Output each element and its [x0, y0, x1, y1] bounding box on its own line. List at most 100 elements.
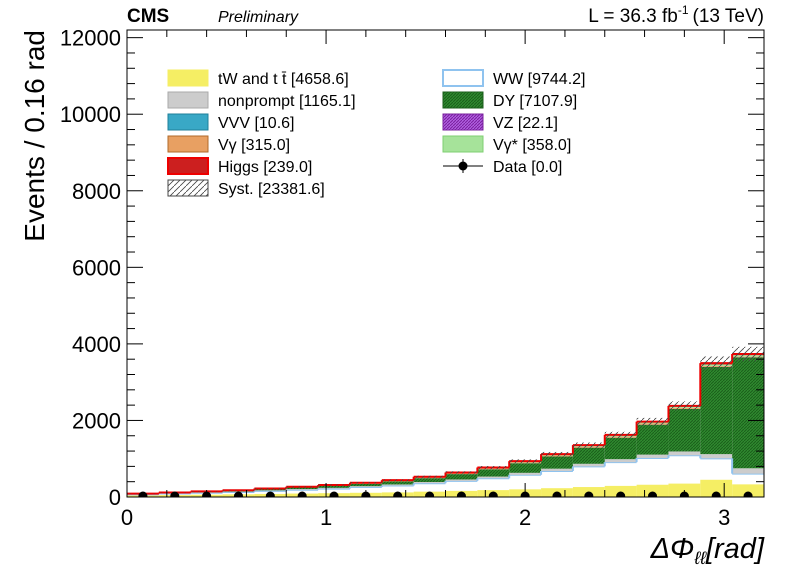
legend-item-data: Data [0.0]: [443, 159, 562, 176]
syst-bin-11: [477, 466, 510, 469]
bin-nonprompt-18: [700, 454, 733, 459]
syst-bin-19: [732, 346, 764, 362]
data-point-6: [329, 491, 339, 497]
series-dy: [127, 357, 764, 495]
y-axis-title: Events / 0.16 rad: [19, 30, 50, 242]
bin-dy-13: [541, 456, 573, 469]
bin-nonprompt-7: [349, 486, 382, 488]
data-point-8: [393, 491, 403, 497]
bin-nonprompt-15: [604, 459, 637, 463]
data-point-3: [233, 491, 243, 497]
syst-bin-13: [541, 451, 573, 457]
y-tick-label: 8000: [72, 179, 121, 204]
bin-nonprompt-12: [509, 472, 542, 475]
legend-item-vz: VZ [22.1]: [442, 113, 558, 132]
bin-dy-4: [254, 489, 287, 491]
syst-bin-4: [254, 488, 287, 489]
bin-nonprompt-11: [477, 476, 510, 479]
bin-nonprompt-16: [636, 454, 669, 458]
legend-item-syst: Syst. [23381.6]: [167, 179, 325, 198]
x-axis-title-sub: ℓℓ: [693, 548, 707, 568]
legend-label-higgs: Higgs [239.0]: [218, 159, 312, 176]
bin-dy-15: [604, 437, 637, 460]
legend-label-ww: WW [9744.2]: [493, 71, 585, 88]
x-tick-label: 1: [320, 505, 332, 530]
legend-label-vgs: Vγ* [358.0]: [493, 137, 571, 154]
x-tick-label: 3: [718, 505, 730, 530]
data-point-14: [584, 491, 594, 497]
y-tick-label: 4000: [72, 332, 121, 357]
y-tick-label: 12000: [60, 26, 121, 51]
axes-layer: 0 2000 4000 6000 8000 10000 12000 0 1 2 3: [60, 26, 765, 530]
legend-label-vvv: VVV [10.6]: [218, 115, 295, 132]
syst-bin-12: [509, 459, 542, 463]
legend-item-dy: DY [7107.9]: [442, 91, 577, 110]
legend-swatch-vz: [442, 113, 484, 131]
bin-nonprompt-5: [286, 489, 319, 490]
y-tick-label: 6000: [72, 255, 121, 280]
bin-top-15: [604, 485, 637, 497]
syst-bin-17: [668, 401, 701, 411]
legend-swatch-syst: [167, 179, 209, 197]
legend-item-vgs: Vγ* [358.0]: [442, 135, 571, 154]
legend: tW and t t̄ [4658.6] nonprompt [1165.1] VV…: [167, 69, 585, 198]
data-point-0: [138, 491, 148, 497]
legend-swatch-vgs: [442, 135, 484, 153]
y-tick-label: 10000: [60, 102, 121, 127]
x-tick-label: 2: [519, 505, 531, 530]
data-point-10: [456, 491, 466, 497]
legend-swatch-higgs: [167, 157, 209, 175]
y-tick-label: 2000: [72, 408, 121, 433]
legend-item-vvv: VVV [10.6]: [167, 113, 295, 132]
legend-item-top: tW and t t̄ [4658.6]: [167, 69, 349, 88]
syst-bin-15: [604, 431, 637, 438]
lumi-sup: -1: [678, 3, 689, 17]
legend-swatch-top: [167, 69, 209, 87]
bin-nonprompt-6: [318, 487, 350, 489]
legend-swatch-data-dot: [458, 161, 468, 171]
bin-dy-10: [445, 474, 478, 480]
bin-dy-12: [509, 463, 542, 473]
bin-nonprompt-13: [541, 468, 573, 471]
experiment-label: CMS: [127, 6, 169, 27]
syst-bin-16: [636, 417, 669, 426]
data-point-16: [648, 491, 658, 497]
legend-label-vz: VZ [22.1]: [493, 115, 558, 132]
syst-bin-6: [318, 484, 350, 486]
legend-label-dy: DY [7107.9]: [493, 93, 577, 110]
bin-nonprompt-4: [254, 490, 287, 491]
syst-bin-18: [700, 356, 733, 370]
bin-dy-16: [636, 424, 669, 455]
bin-dy-5: [286, 487, 319, 490]
bin-nonprompt-14: [572, 463, 605, 467]
legend-label-vg: Vγ [315.0]: [218, 137, 290, 154]
data-point-1: [170, 491, 180, 497]
bin-dy-6: [318, 485, 350, 488]
data-point-4: [265, 491, 275, 497]
syst-bin-3: [222, 489, 255, 491]
data-point-11: [488, 491, 498, 497]
bin-top-19: [732, 484, 764, 497]
bin-dy-7: [349, 483, 382, 487]
legend-swatch-vvv: [167, 113, 209, 131]
data-point-15: [616, 491, 626, 497]
syst-bin-9: [413, 475, 446, 478]
x-axis-title-main: ΔΦ: [650, 533, 695, 565]
bin-dy-19: [732, 357, 764, 469]
legend-label-top: tW and t t̄ [4658.6]: [218, 71, 349, 88]
bin-nonprompt-17: [668, 451, 701, 456]
bin-dy-14: [572, 447, 605, 464]
bin-nonprompt-19: [732, 468, 764, 474]
bin-nonprompt-10: [445, 479, 478, 481]
bin-nonprompt-8: [381, 484, 414, 486]
syst-bin-14: [572, 442, 605, 448]
legend-swatch-ww: [442, 69, 484, 87]
data-points: [138, 491, 753, 497]
syst-bin-5: [286, 486, 319, 488]
y-tick-label: 0: [109, 485, 121, 510]
legend-swatch-dy: [442, 91, 484, 109]
syst-bin-8: [381, 479, 414, 482]
data-point-19: [743, 491, 753, 497]
syst-band: [127, 346, 764, 494]
data-point-13: [552, 491, 562, 497]
